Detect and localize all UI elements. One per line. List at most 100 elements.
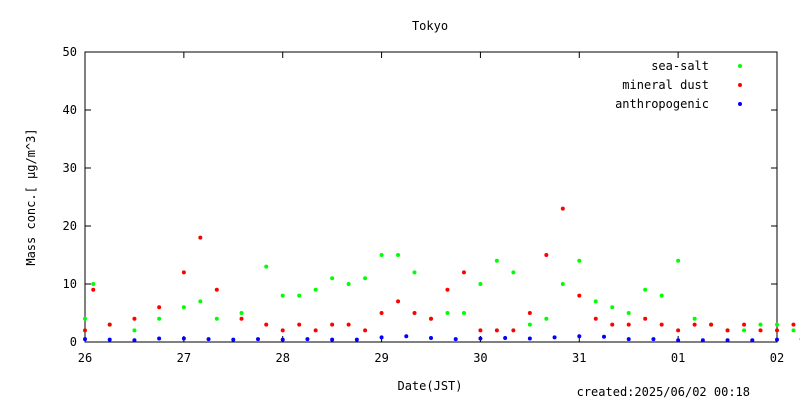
data-point — [511, 328, 516, 333]
data-point — [577, 258, 582, 263]
data-point — [791, 322, 796, 327]
data-point — [280, 337, 285, 342]
x-tick-label: 31 — [572, 351, 586, 365]
data-point — [264, 264, 269, 269]
data-point — [363, 276, 368, 281]
data-point — [412, 311, 417, 315]
series-mineral-dust — [83, 206, 796, 333]
data-point — [709, 322, 714, 327]
data-point — [453, 337, 458, 342]
y-tick-label: 30 — [63, 161, 77, 175]
data-point — [157, 316, 162, 321]
data-point — [692, 316, 697, 321]
data-point — [396, 299, 401, 304]
data-point — [83, 316, 87, 321]
data-point — [214, 287, 219, 292]
data-point — [181, 336, 186, 341]
data-point — [758, 328, 763, 333]
data-point — [676, 328, 681, 333]
data-point — [651, 337, 656, 342]
x-tick-label: 30 — [473, 351, 487, 365]
data-point — [791, 328, 796, 333]
legend-swatch — [738, 83, 742, 87]
data-point — [330, 337, 335, 342]
data-point — [83, 328, 87, 333]
data-point — [503, 335, 508, 340]
data-point — [91, 282, 96, 286]
data-point — [560, 206, 565, 211]
data-point — [602, 334, 606, 339]
x-ticks: 26 27 28 29 30 31 01 02 — [78, 52, 784, 365]
data-point — [511, 270, 516, 275]
x-tick-label: 02 — [770, 351, 784, 365]
data-point — [354, 337, 359, 342]
data-point — [330, 276, 335, 281]
data-point — [412, 270, 417, 275]
y-tick-label: 50 — [63, 45, 77, 59]
data-point — [725, 328, 730, 333]
data-point — [214, 316, 219, 321]
data-point — [742, 322, 747, 327]
data-point — [239, 311, 244, 315]
legend-label: anthropogenic — [615, 97, 709, 111]
data-point — [692, 322, 697, 327]
series-anthropogenic — [83, 334, 800, 343]
data-point — [643, 287, 648, 292]
data-point — [775, 328, 779, 333]
data-point — [313, 287, 318, 292]
created-timestamp: created:2025/06/02 00:18 — [577, 385, 750, 399]
data-point — [346, 282, 351, 286]
legend: sea-salt mineral dust anthropogenic — [615, 59, 742, 111]
plot-frame — [84, 51, 778, 343]
data-point — [577, 293, 582, 298]
x-tick-label: 29 — [374, 351, 388, 365]
y-axis-label: Mass conc.[ μg/m^3] — [24, 128, 38, 265]
data-point — [494, 328, 499, 333]
x-tick-label: 27 — [177, 351, 191, 365]
data-point — [700, 338, 705, 343]
data-point — [445, 311, 450, 315]
data-point — [396, 253, 401, 257]
data-point — [544, 253, 549, 257]
data-point — [775, 337, 779, 342]
data-point — [626, 322, 631, 327]
data-point — [552, 335, 557, 340]
data-point — [626, 337, 631, 342]
data-point — [379, 253, 384, 257]
data-point — [478, 282, 483, 286]
y-tick-label: 0 — [70, 335, 77, 349]
data-point — [659, 322, 664, 327]
x-tick-label: 28 — [275, 351, 289, 365]
data-point — [429, 335, 433, 340]
data-point — [478, 336, 483, 341]
data-point — [610, 322, 615, 327]
data-point — [659, 293, 664, 298]
data-point — [198, 299, 203, 304]
data-point — [593, 299, 598, 304]
data-point — [379, 311, 384, 315]
chart-title: Tokyo — [412, 19, 448, 33]
data-point — [231, 337, 236, 342]
data-point — [132, 338, 137, 343]
data-point — [560, 282, 565, 286]
data-point — [725, 338, 730, 343]
data-point — [593, 316, 598, 321]
data-point — [775, 322, 779, 327]
data-point — [157, 305, 162, 310]
data-point — [610, 305, 615, 310]
data-point — [676, 338, 681, 343]
data-point — [264, 322, 269, 327]
y-tick-label: 20 — [63, 219, 77, 233]
data-point — [330, 322, 335, 327]
data-point — [239, 316, 244, 321]
y-ticks: 0 10 20 30 40 50 — [63, 45, 777, 349]
data-point — [494, 258, 499, 263]
data-point — [256, 337, 260, 342]
data-point — [626, 311, 631, 315]
data-point — [527, 322, 532, 327]
data-point — [305, 337, 310, 342]
data-point — [107, 322, 112, 327]
data-point — [527, 336, 532, 341]
data-point — [132, 328, 137, 333]
